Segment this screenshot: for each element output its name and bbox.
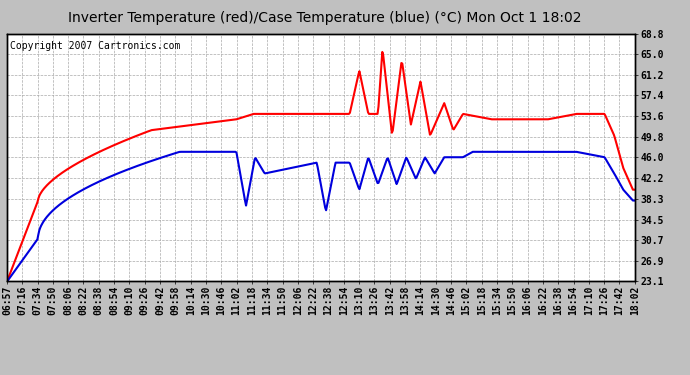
Text: Copyright 2007 Cartronics.com: Copyright 2007 Cartronics.com <box>10 41 180 51</box>
Text: Inverter Temperature (red)/Case Temperature (blue) (°C) Mon Oct 1 18:02: Inverter Temperature (red)/Case Temperat… <box>68 11 581 25</box>
